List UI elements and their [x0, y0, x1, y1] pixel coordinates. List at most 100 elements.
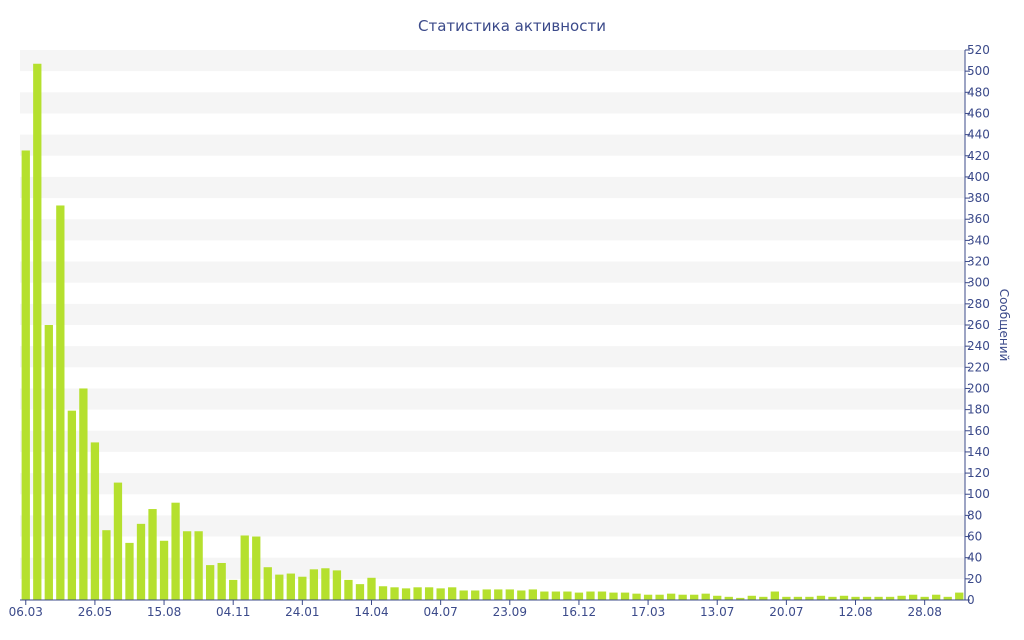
x-tick-label: 28.08	[907, 605, 941, 619]
bar	[102, 530, 111, 600]
y-tick-label: 240	[967, 339, 990, 353]
bar	[713, 595, 722, 600]
bar	[574, 592, 584, 600]
y-tick-label: 400	[967, 170, 990, 184]
bar	[159, 540, 169, 600]
y-tick-label: 180	[967, 403, 990, 417]
bar	[563, 591, 572, 600]
bar	[206, 565, 215, 600]
bar	[401, 588, 411, 600]
y-tick-label: 420	[967, 149, 990, 163]
bar	[862, 596, 872, 600]
y-tick-label: 60	[967, 530, 982, 544]
bar	[690, 594, 699, 600]
bar	[436, 588, 445, 600]
bar	[286, 573, 295, 600]
chart-title: Статистика активности	[418, 17, 606, 35]
y-tick-label: 520	[967, 43, 990, 57]
bar	[586, 591, 595, 600]
bar	[736, 597, 745, 600]
bar	[44, 325, 53, 600]
y-axis-ticks: 0 20 40 60 80 100 120 140 160 180 200 220 240 260 280 3…	[965, 43, 990, 607]
y-tick-label: 200	[967, 381, 990, 395]
x-tick-label: 17.03	[631, 605, 665, 619]
bar	[782, 596, 791, 600]
grid-bands	[20, 50, 965, 579]
x-tick-label: 04.07	[423, 605, 457, 619]
y-tick-label: 500	[967, 64, 990, 78]
grid-band	[20, 176, 965, 199]
bar	[540, 591, 549, 600]
bar	[793, 596, 803, 600]
bar	[494, 589, 503, 600]
bar	[678, 594, 687, 600]
bar	[805, 596, 814, 600]
bar	[321, 568, 330, 600]
bar	[275, 574, 284, 600]
bar	[252, 536, 261, 600]
bar	[943, 596, 952, 600]
bar	[367, 577, 376, 600]
bar	[920, 596, 929, 600]
bar	[839, 595, 849, 600]
bar	[747, 595, 756, 600]
bar	[908, 594, 918, 600]
bar	[551, 591, 561, 600]
bar	[828, 596, 837, 600]
bar	[240, 535, 249, 600]
bar	[609, 592, 618, 600]
bar	[701, 593, 710, 600]
y-tick-label: 300	[967, 276, 990, 290]
x-tick-label: 16.12	[562, 605, 596, 619]
bar	[759, 596, 768, 600]
bar	[932, 594, 941, 600]
y-tick-label: 20	[967, 572, 982, 586]
bar	[21, 150, 30, 600]
bar	[125, 542, 134, 600]
bar	[897, 595, 906, 600]
grid-band	[20, 388, 965, 410]
bar	[955, 592, 964, 600]
bar	[355, 584, 365, 600]
bar	[724, 596, 733, 600]
bar	[229, 579, 238, 600]
bar	[424, 587, 434, 600]
y-tick-label: 120	[967, 466, 990, 480]
y-tick-label: 100	[967, 487, 990, 501]
grid-band	[20, 430, 965, 452]
y-axis-title: Сообщений	[997, 289, 1011, 362]
bar	[263, 567, 272, 600]
bar	[79, 388, 88, 600]
x-tick-label: 06.03	[9, 605, 43, 619]
bar	[332, 570, 342, 600]
x-tick-label: 04.11	[216, 605, 250, 619]
x-tick-label: 15.08	[147, 605, 181, 619]
grid-band	[20, 515, 965, 537]
x-tick-label: 26.05	[78, 605, 112, 619]
y-tick-label: 460	[967, 106, 990, 120]
y-tick-label: 280	[967, 297, 990, 311]
y-tick-label: 260	[967, 318, 990, 332]
grid-band	[20, 134, 965, 156]
y-tick-label: 320	[967, 255, 990, 269]
y-tick-label: 380	[967, 191, 990, 205]
bar	[413, 587, 422, 600]
y-tick-label: 40	[967, 551, 982, 565]
x-tick-label: 23.09	[493, 605, 527, 619]
bar-series	[21, 63, 964, 600]
bar	[378, 586, 388, 600]
bar	[459, 590, 468, 600]
y-tick-label: 0	[967, 593, 975, 607]
x-tick-label: 13.07	[700, 605, 734, 619]
bar	[448, 587, 457, 600]
bar	[194, 531, 203, 600]
bar	[770, 591, 779, 600]
bar	[816, 595, 826, 600]
bar	[390, 587, 399, 600]
bar	[90, 442, 100, 600]
bar	[471, 590, 480, 600]
bar	[298, 576, 307, 600]
bar	[505, 589, 514, 600]
